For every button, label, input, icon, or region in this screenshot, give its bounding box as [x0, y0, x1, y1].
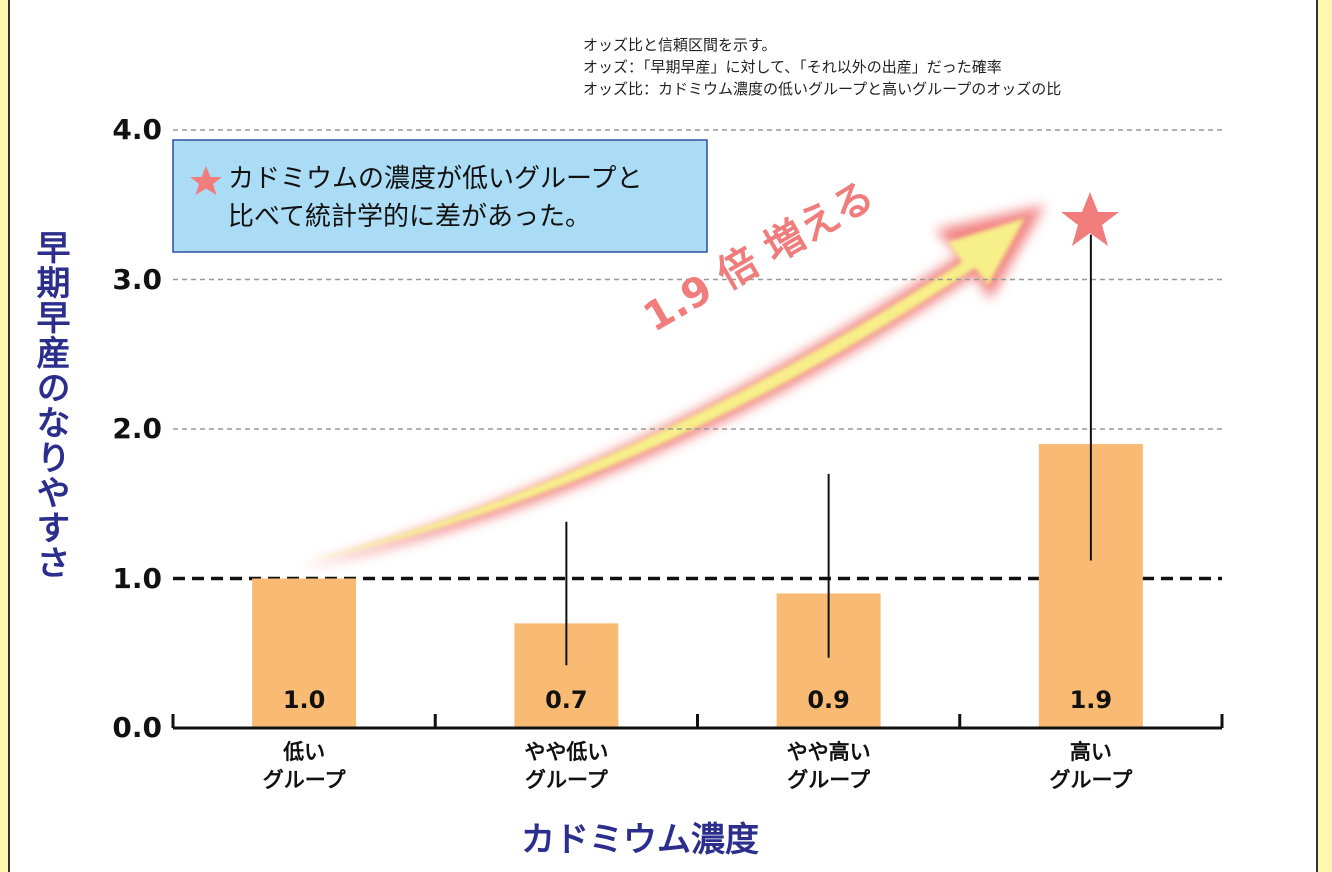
x-axis-title: カドミウム濃度: [521, 820, 759, 860]
value-label: 1.0: [282, 686, 326, 714]
legend-note: カドミウムの濃度が低いグループと 比べて統計学的に差があった。: [228, 164, 643, 232]
bar: [252, 578, 357, 728]
trend-arrow: [300, 205, 1045, 568]
note-line: オッズ比：カドミウム濃度の低いグループと高いグループのオッズの比: [583, 80, 1062, 98]
x-tick-label: やや高い グループ: [786, 740, 871, 792]
value-label: 1.9: [1069, 686, 1113, 714]
y-tick-label: 4.0: [112, 113, 162, 146]
note-line: オッズ：「早期早産」に対して、「それ以外の出産」だった確率: [583, 58, 1002, 76]
note-line: オッズ比と信頼区間を示す。: [583, 36, 777, 54]
significance-star: [1061, 192, 1119, 246]
y-tick-label: 1.0: [112, 561, 162, 595]
y-tick-label: 3.0: [112, 262, 162, 296]
y-axis-title: 早期早産のなりやすさ: [30, 230, 70, 580]
x-tick-label: 低い グループ: [262, 740, 346, 792]
note-star: [190, 166, 222, 195]
x-tick-label: やや低い グループ: [524, 740, 609, 792]
y-tick-label: 0.0: [112, 711, 162, 744]
note-box: [172, 139, 708, 253]
x-tick-label: 高い グループ: [1049, 740, 1133, 792]
value-label: 0.7: [545, 686, 588, 714]
y-tick-label: 2.0: [112, 412, 162, 445]
value-label: 0.9: [807, 686, 850, 714]
